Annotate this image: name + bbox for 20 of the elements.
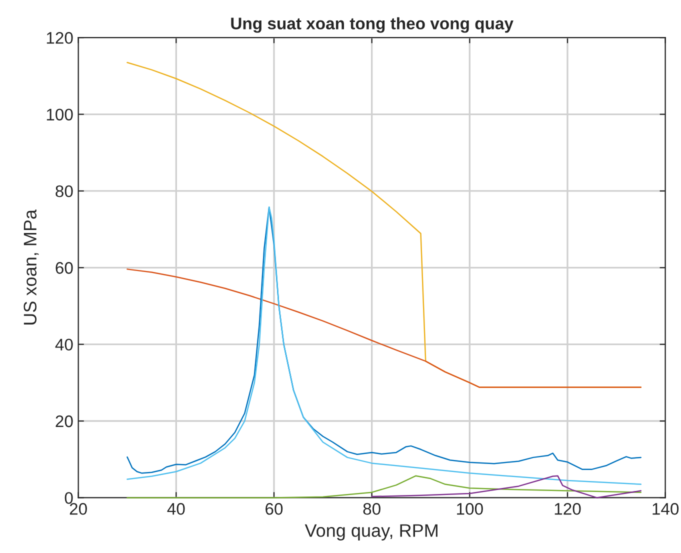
y-tick-label: 0 <box>64 492 73 504</box>
x-tick-label: 40 <box>167 503 185 515</box>
x-tick-label: 140 <box>652 503 679 515</box>
line-series <box>126 475 642 498</box>
x-tick-label: 60 <box>266 503 283 515</box>
y-axis-title: US xoan, MPa <box>24 209 39 324</box>
chart-title: Ung suat xoan tong theo vong quay <box>231 17 514 33</box>
y-tick-label: 60 <box>56 262 73 274</box>
x-tick-label: 100 <box>457 503 483 515</box>
line-series <box>371 475 642 498</box>
x-tick-label: 120 <box>554 503 581 515</box>
x-tick-label: 80 <box>363 503 380 515</box>
x-axis-title: Vong quay, RPM <box>304 524 438 540</box>
x-tick-label: 20 <box>70 503 87 515</box>
y-tick-label: 80 <box>56 185 73 198</box>
y-tick-label: 120 <box>46 32 73 44</box>
y-tick-label: 100 <box>46 108 73 120</box>
y-tick-label: 20 <box>56 415 73 428</box>
y-tick-label: 40 <box>55 338 73 351</box>
line-series <box>126 268 642 388</box>
